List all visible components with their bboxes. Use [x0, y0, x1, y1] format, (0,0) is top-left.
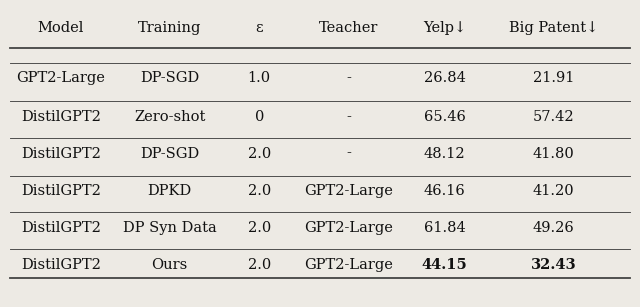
- Text: 2.0: 2.0: [248, 221, 271, 235]
- Text: Yelp↓: Yelp↓: [423, 21, 467, 35]
- Text: Model: Model: [38, 21, 84, 35]
- Text: 57.42: 57.42: [532, 110, 575, 124]
- Text: 41.20: 41.20: [532, 184, 575, 198]
- Text: Training: Training: [138, 21, 202, 35]
- Text: DistilGPT2: DistilGPT2: [21, 146, 100, 161]
- Text: DP Syn Data: DP Syn Data: [123, 221, 216, 235]
- Text: Zero-shot: Zero-shot: [134, 110, 205, 124]
- Text: Ours: Ours: [152, 258, 188, 272]
- Text: GPT2-Large: GPT2-Large: [17, 71, 105, 85]
- Text: 61.84: 61.84: [424, 221, 466, 235]
- Text: DistilGPT2: DistilGPT2: [21, 184, 100, 198]
- Text: 0: 0: [255, 110, 264, 124]
- Text: Big Patent↓: Big Patent↓: [509, 21, 598, 35]
- Text: 1.0: 1.0: [248, 71, 271, 85]
- Text: 49.26: 49.26: [532, 221, 575, 235]
- Text: 26.84: 26.84: [424, 71, 466, 85]
- Text: GPT2-Large: GPT2-Large: [305, 221, 393, 235]
- Text: 2.0: 2.0: [248, 258, 271, 272]
- Text: 48.12: 48.12: [424, 146, 466, 161]
- Text: -: -: [346, 110, 351, 124]
- Text: 44.15: 44.15: [422, 258, 468, 272]
- Text: 46.16: 46.16: [424, 184, 466, 198]
- Text: DPKD: DPKD: [147, 184, 192, 198]
- Text: 41.80: 41.80: [532, 146, 575, 161]
- Text: DistilGPT2: DistilGPT2: [21, 110, 100, 124]
- Text: ε: ε: [255, 21, 263, 35]
- Text: 21.91: 21.91: [533, 71, 574, 85]
- Text: DP-SGD: DP-SGD: [140, 71, 199, 85]
- Text: 65.46: 65.46: [424, 110, 466, 124]
- Text: -: -: [346, 146, 351, 161]
- Text: Teacher: Teacher: [319, 21, 378, 35]
- Text: DistilGPT2: DistilGPT2: [21, 258, 100, 272]
- Text: DP-SGD: DP-SGD: [140, 146, 199, 161]
- Text: GPT2-Large: GPT2-Large: [305, 184, 393, 198]
- Text: 32.43: 32.43: [531, 258, 577, 272]
- Text: DistilGPT2: DistilGPT2: [21, 221, 100, 235]
- Text: -: -: [346, 71, 351, 85]
- Text: GPT2-Large: GPT2-Large: [305, 258, 393, 272]
- Text: 2.0: 2.0: [248, 184, 271, 198]
- Text: 2.0: 2.0: [248, 146, 271, 161]
